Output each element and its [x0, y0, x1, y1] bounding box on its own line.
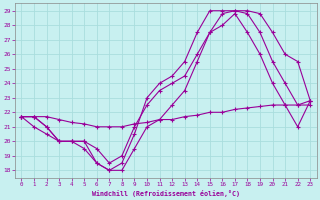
X-axis label: Windchill (Refroidissement éolien,°C): Windchill (Refroidissement éolien,°C): [92, 190, 240, 197]
